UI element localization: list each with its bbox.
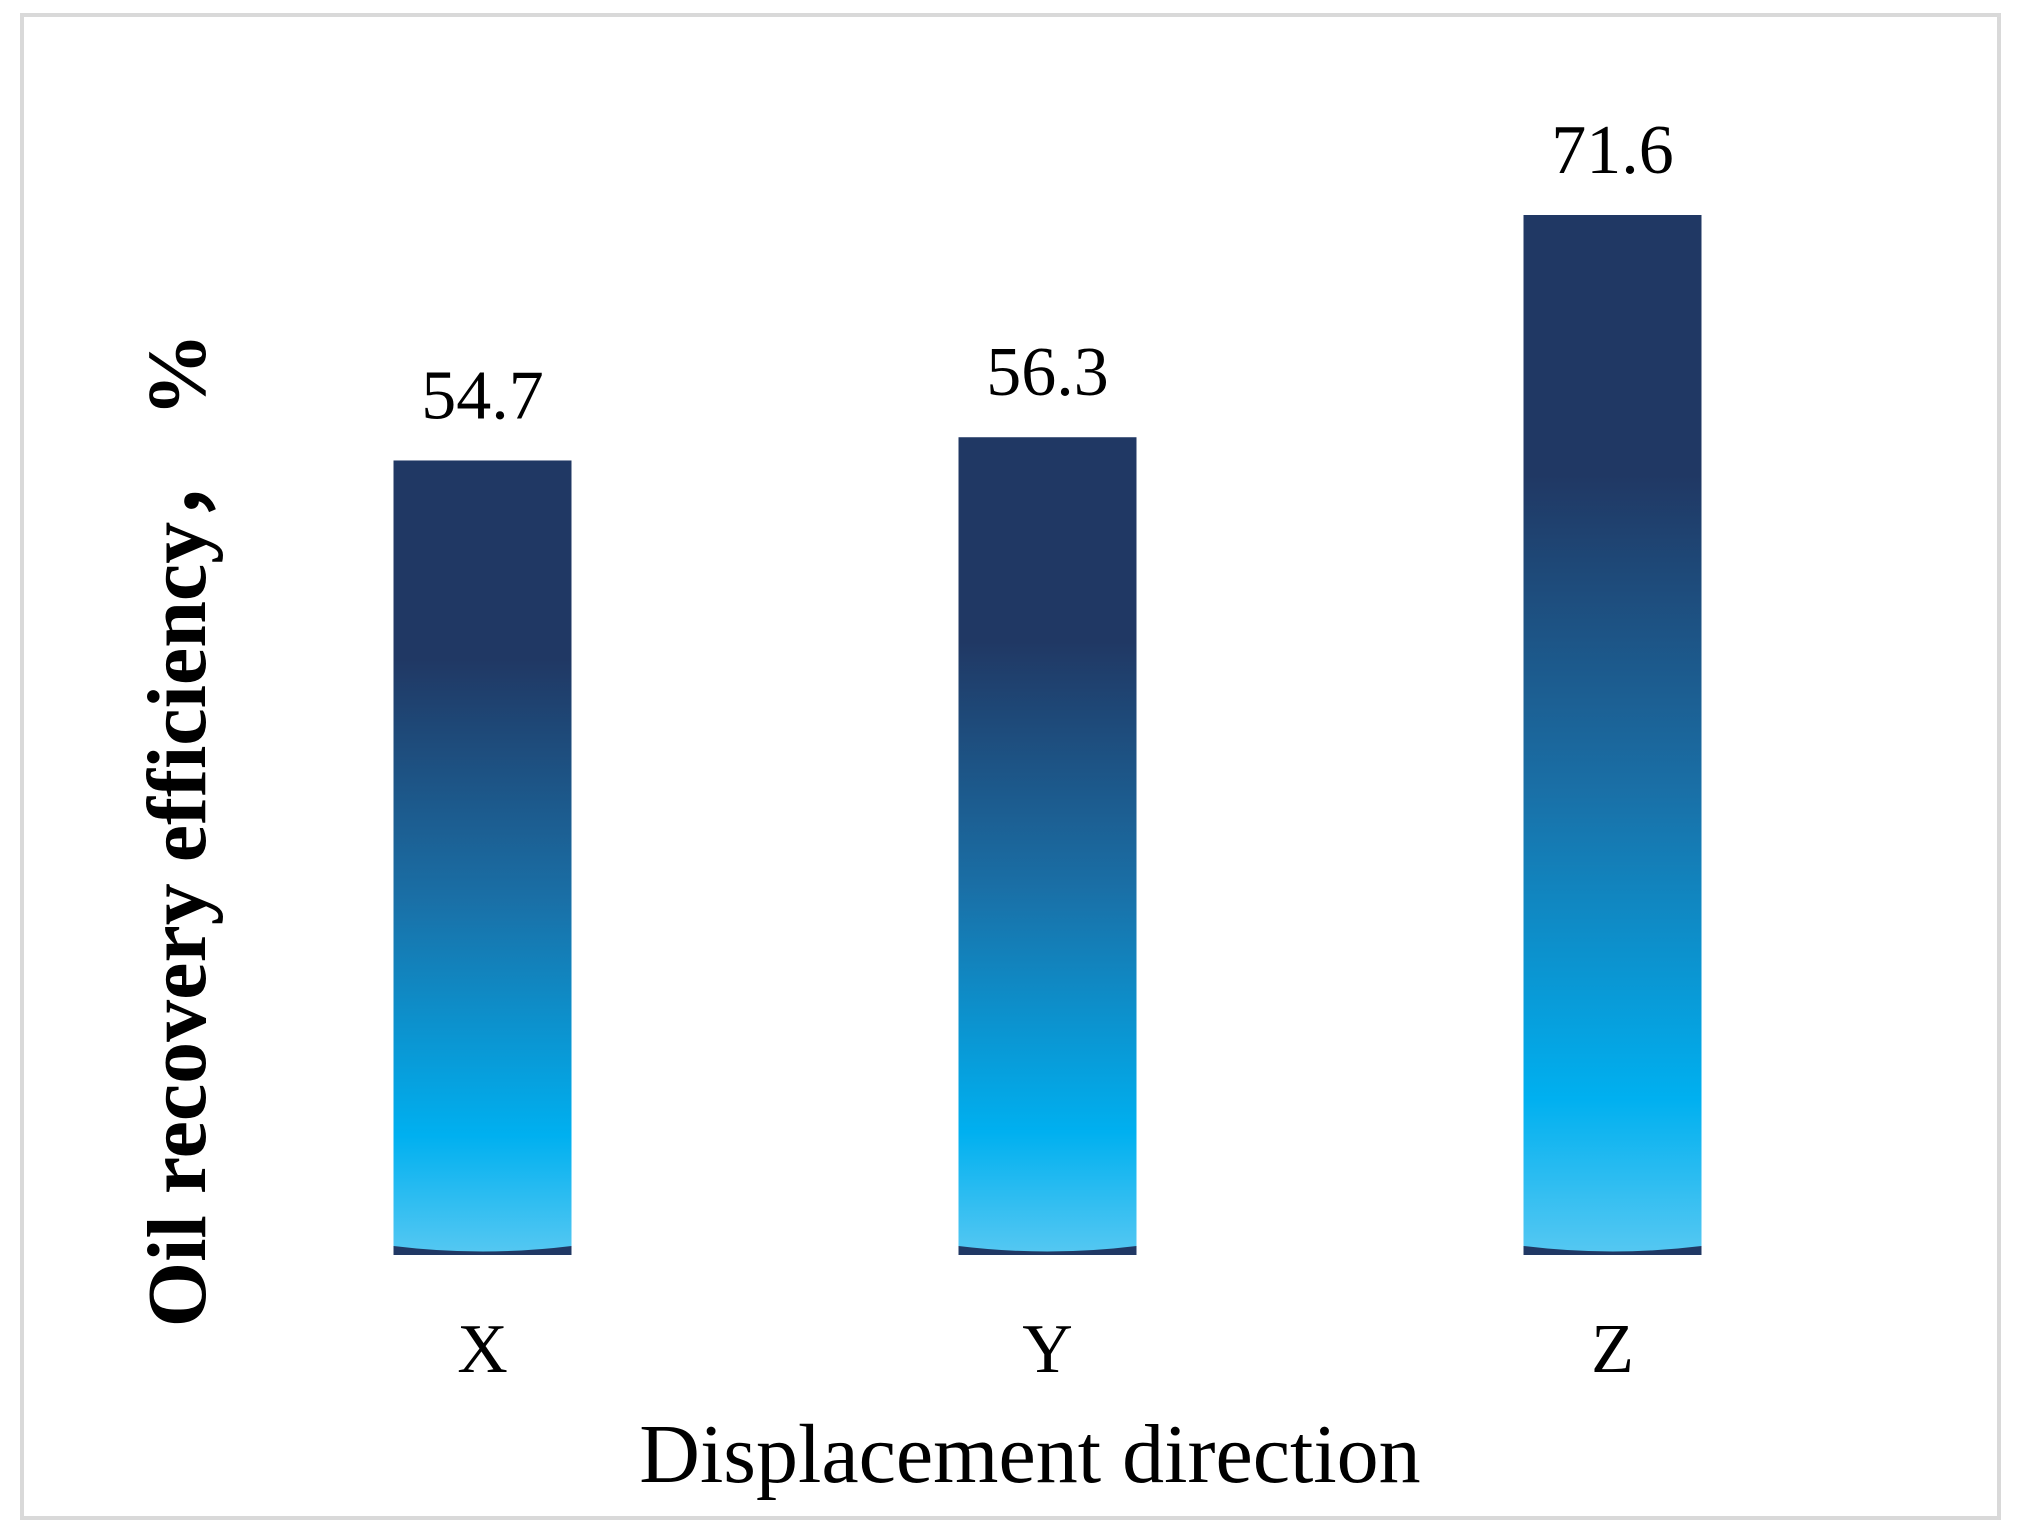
bar-x — [393, 460, 572, 1255]
bar-z — [1523, 215, 1702, 1255]
bar-base-y — [958, 1246, 1137, 1255]
bar-base-z — [1523, 1246, 1702, 1255]
y-axis-title: Oil recovery efficiency， % — [131, 333, 224, 1327]
x-tick-labels: X Y Z — [457, 1311, 1634, 1388]
x-axis-title: Displacement direction — [639, 1408, 1420, 1501]
bar-y — [958, 437, 1137, 1256]
x-tick-label-x: X — [457, 1311, 508, 1388]
x-tick-label-z: Z — [1591, 1311, 1634, 1388]
x-tick-label-y: Y — [1022, 1311, 1073, 1388]
data-label-z: 71.6 — [1551, 112, 1674, 189]
bar-base-x — [393, 1246, 572, 1255]
data-label-y: 56.3 — [986, 334, 1109, 411]
bars-layer — [393, 215, 1702, 1256]
data-labels-layer: 54.7 56.3 71.6 — [421, 112, 1674, 434]
data-label-x: 54.7 — [421, 357, 544, 434]
